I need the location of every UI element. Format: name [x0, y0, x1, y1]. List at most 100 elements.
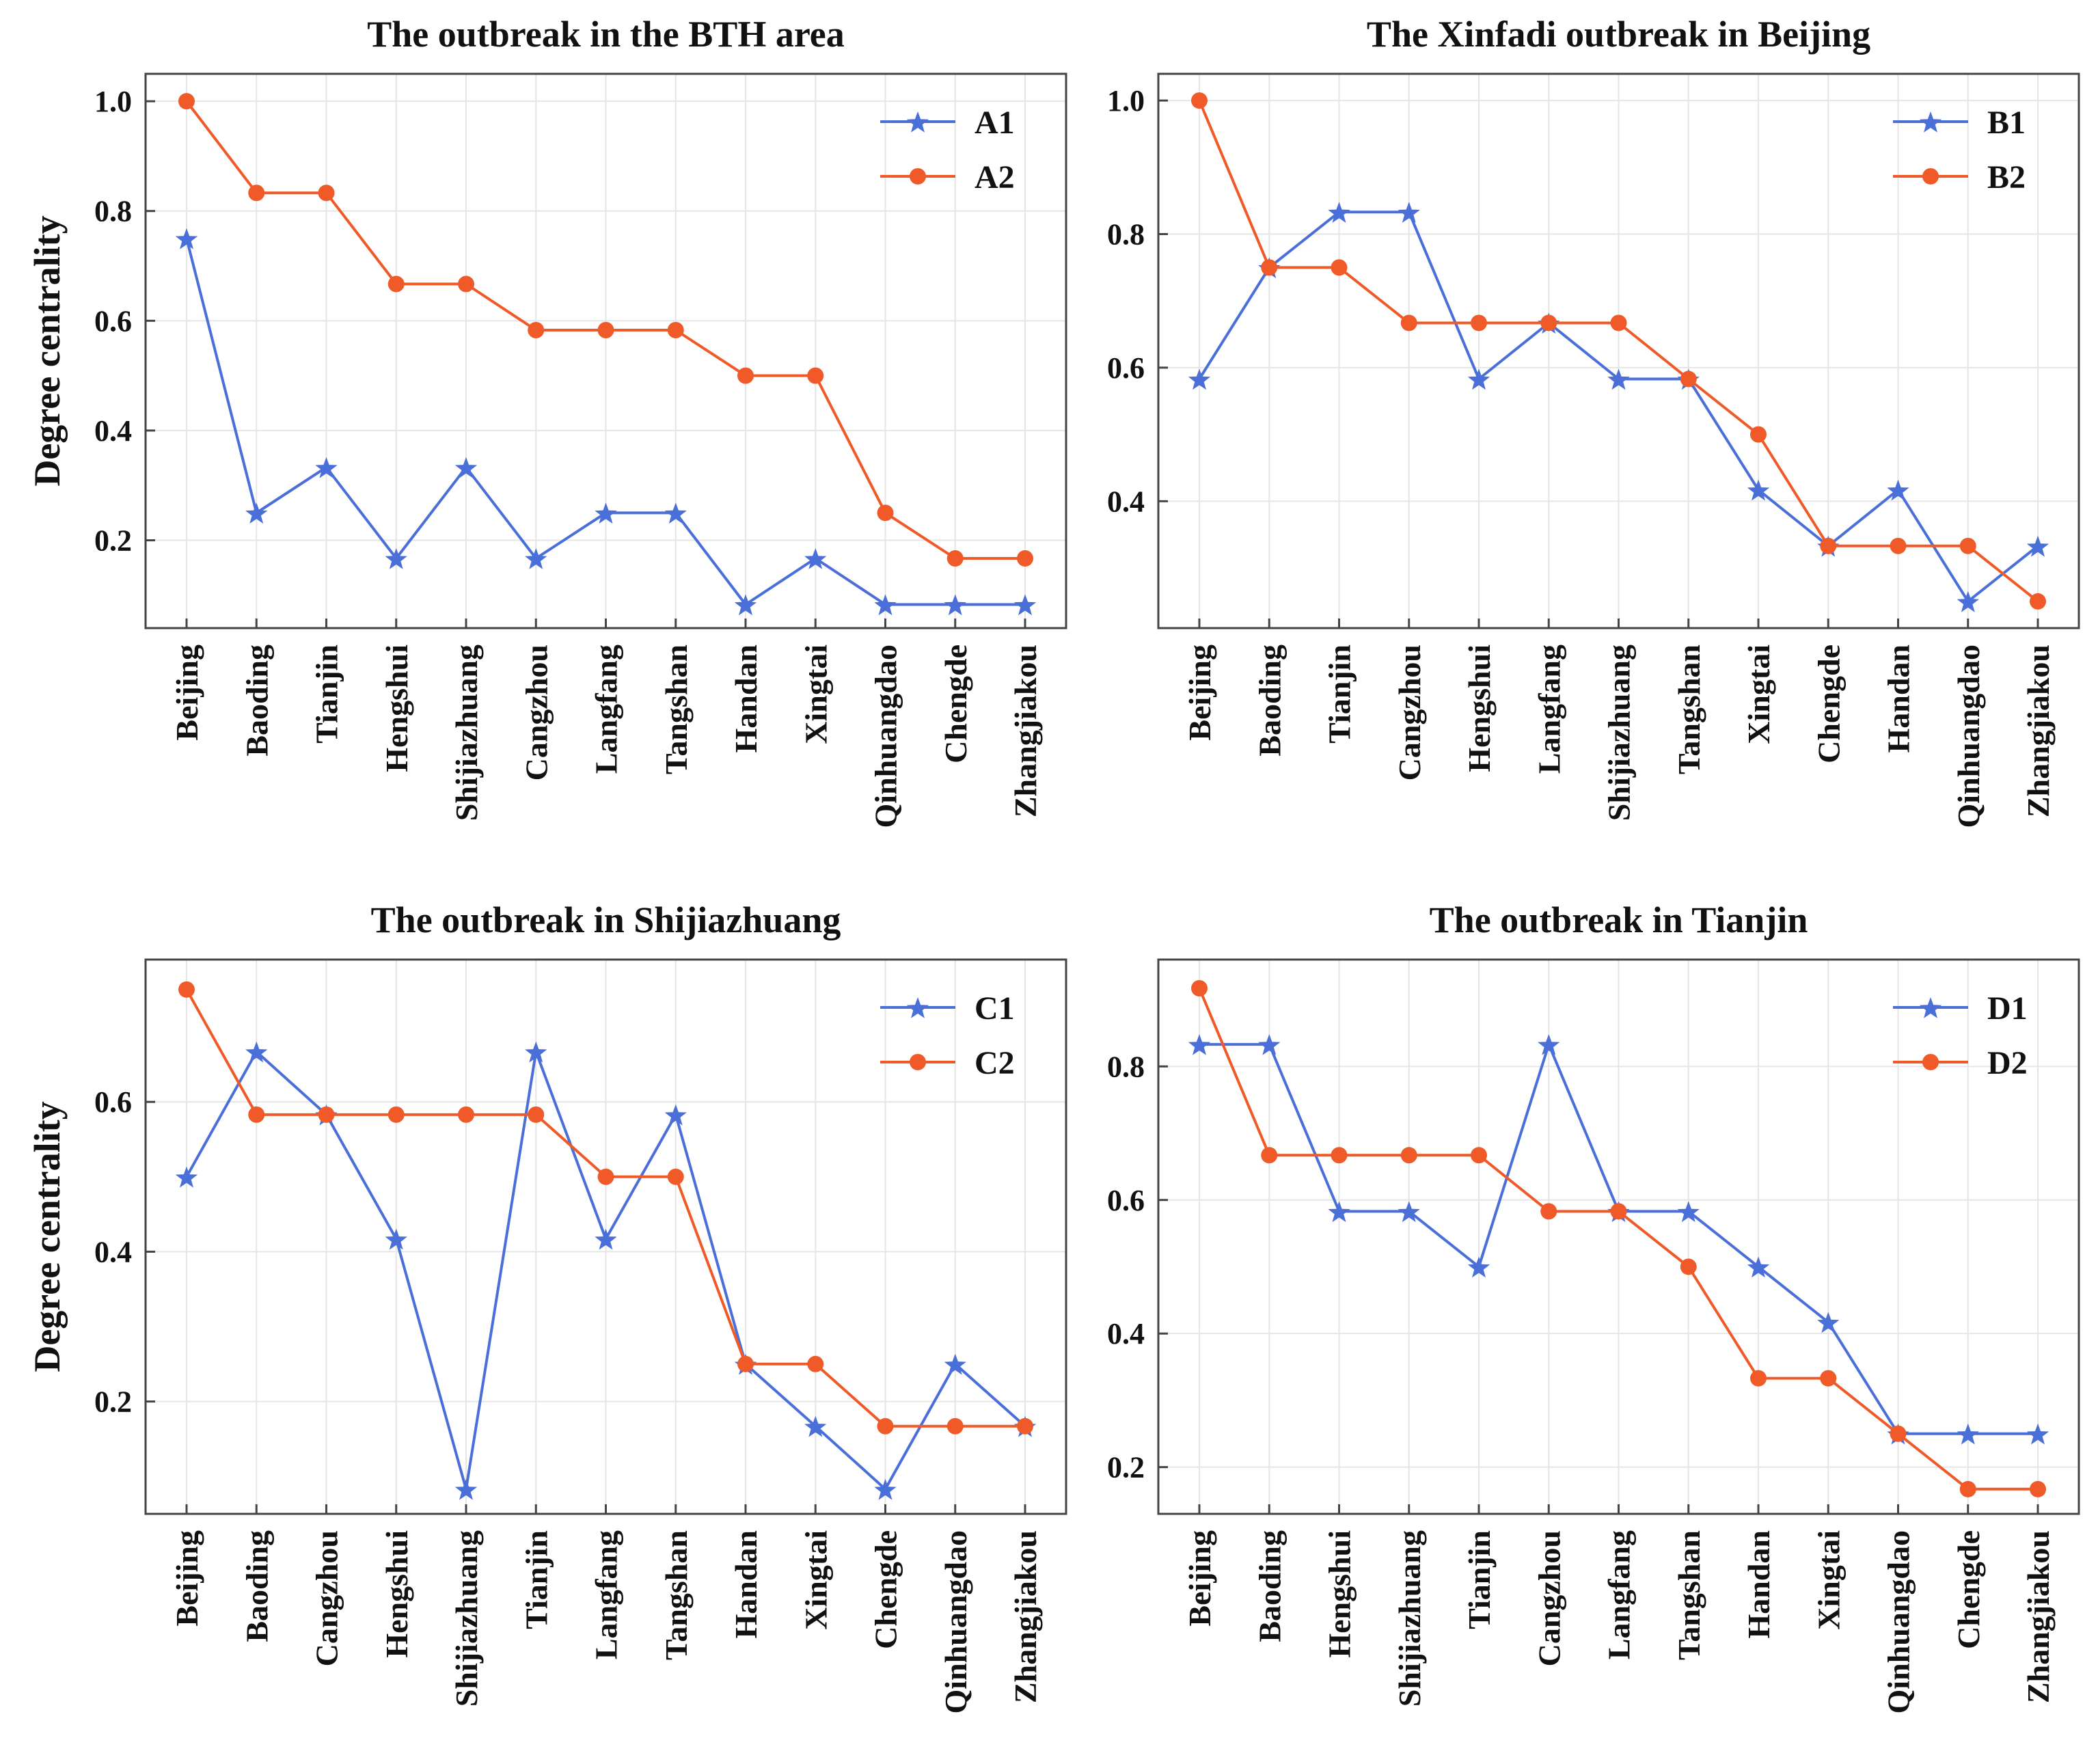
data-point-star: [874, 1478, 897, 1500]
legend-label: C2: [975, 1045, 1015, 1081]
y-tick-label: 1.0: [94, 85, 132, 118]
data-point-circle: [946, 550, 964, 567]
series-A2: [178, 93, 1033, 567]
data-point-star: [245, 502, 268, 524]
data-point-star: [1258, 1034, 1281, 1055]
x-tick-label: Hengshui: [1322, 1530, 1357, 1658]
data-point-circle: [318, 1106, 335, 1123]
data-point-circle: [1680, 370, 1697, 388]
x-tick-label: Chengde: [1951, 1530, 1986, 1649]
x-tick-label: Zhangjiakou: [2021, 1530, 2056, 1703]
x-tick-label: Beijing: [1182, 644, 1217, 741]
data-point-star: [454, 1478, 478, 1500]
data-point-circle: [178, 981, 195, 998]
x-tick-label: Baoding: [239, 1530, 274, 1642]
series-D2: [1191, 980, 2046, 1497]
data-point-circle: [1680, 1258, 1697, 1275]
data-point-circle: [1820, 537, 1837, 554]
y-tick-label: 0.4: [1107, 485, 1145, 518]
data-point-star: [454, 457, 478, 478]
x-tick-label: Hengshui: [1462, 644, 1497, 772]
data-point-star: [1467, 1256, 1490, 1278]
y-tick-label: 0.8: [1107, 1050, 1145, 1083]
x-tick-label: Qinhuangdao: [1881, 1530, 1916, 1713]
data-point-circle: [737, 367, 754, 384]
x-tick-label: Xingtai: [1741, 644, 1776, 744]
y-tick-label: 0.4: [1107, 1317, 1145, 1351]
x-tick-label: Zhangjiakou: [1008, 644, 1043, 817]
data-point-star: [1747, 1256, 1770, 1278]
data-point-star: [1188, 368, 1211, 390]
data-point-circle: [1610, 1203, 1627, 1220]
legend-label: B2: [1987, 159, 2026, 195]
x-tick-label: Shijiazhuang: [1602, 644, 1637, 821]
data-point-circle: [1890, 1425, 1907, 1442]
x-tick-label: Shijiazhuang: [1392, 1530, 1427, 1707]
data-point-circle: [387, 1106, 405, 1123]
data-point-circle: [458, 275, 474, 293]
data-point-circle: [1331, 259, 1348, 276]
data-point-circle: [1400, 1147, 1417, 1164]
x-tick-label: Shijiazhuang: [449, 1530, 484, 1707]
data-point-star: [1747, 479, 1770, 501]
data-point-star: [525, 1041, 547, 1063]
legend-label: D2: [1987, 1045, 2028, 1081]
legend: C1 C2: [880, 990, 1015, 1081]
data-point-star: [944, 594, 966, 616]
data-point-star: [1328, 1201, 1350, 1223]
x-tick-label: Handan: [728, 1530, 763, 1639]
star-icon: [1919, 111, 1942, 133]
x-tick-label: Langfang: [589, 1530, 624, 1659]
x-tick-label: Langfang: [1602, 1530, 1637, 1659]
data-point-circle: [1017, 550, 1033, 567]
star-icon: [1919, 997, 1942, 1018]
x-tick-label: Tangshan: [1672, 1530, 1706, 1660]
data-point-circle: [248, 185, 265, 202]
star-icon: [906, 997, 929, 1018]
data-point-circle: [1610, 314, 1627, 331]
chart-panel-4: 0.2 0.4 0.6 0.8 Beijing Baoding Hengshui Shijia…: [1107, 899, 2080, 1713]
series-B2: [1191, 92, 2046, 610]
x-tick-label: Qinhuangdao: [869, 644, 903, 828]
y-tick-label: 0.6: [1107, 1184, 1145, 1217]
data-point-circle: [2030, 1480, 2046, 1497]
data-point-star: [1398, 202, 1420, 223]
legend: D1 D2: [1893, 990, 2028, 1081]
data-point-star: [315, 457, 338, 478]
y-tick-label: 0.8: [94, 195, 132, 228]
x-tick-label: Beijing: [169, 1530, 204, 1627]
x-tick-label: Langfang: [589, 644, 624, 774]
data-point-circle: [1471, 314, 1487, 331]
data-point-circle: [1540, 1203, 1557, 1220]
data-point-circle: [1750, 1370, 1767, 1387]
data-point-circle: [667, 1168, 684, 1185]
data-point-circle: [458, 1106, 474, 1123]
x-tick-label: Chengde: [938, 644, 973, 763]
x-tick-label: Cangzhou: [1392, 644, 1427, 781]
data-point-star: [874, 594, 897, 616]
data-point-circle: [2030, 593, 2046, 610]
chart-panel-3: 0.2 0.4 0.6 Beijing Baoding Cangzhou Hengshui S…: [27, 899, 1067, 1713]
data-point-circle: [1959, 537, 1976, 554]
data-point-star: [1887, 479, 1909, 501]
y-tick-label: 1.0: [1107, 84, 1145, 118]
x-tick-label: Cangzhou: [519, 644, 554, 781]
x-tick-label: Tianjin: [1322, 644, 1357, 744]
x-tick-label: Tangshan: [659, 1530, 694, 1660]
series-C2: [178, 981, 1033, 1435]
x-tick-label: Xingtai: [798, 1530, 833, 1630]
x-tick-label: Qinhuangdao: [938, 1530, 973, 1713]
data-point-circle: [1750, 426, 1767, 443]
data-point-circle: [1890, 537, 1907, 554]
data-point-star: [595, 502, 617, 524]
x-tick-label: Tianjin: [519, 1530, 554, 1629]
x-tick-label: Chengde: [869, 1530, 903, 1649]
x-tick-label: Hengshui: [379, 644, 414, 772]
x-tick-label: Handan: [1741, 1530, 1776, 1639]
x-tick-label: Baoding: [239, 644, 274, 757]
data-point-star: [245, 1041, 268, 1063]
data-point-star: [525, 548, 547, 569]
chart-panel-1: 0.2 0.4 0.6 0.8 1.0 Beijing Baoding Tianjin Heng…: [27, 14, 1067, 828]
circle-icon: [910, 1054, 926, 1070]
